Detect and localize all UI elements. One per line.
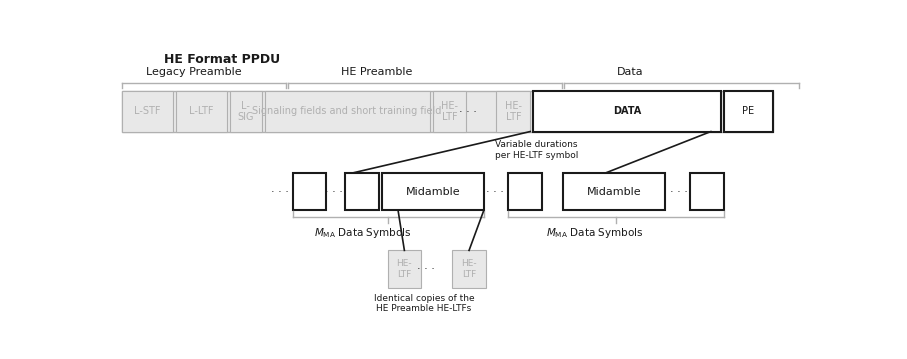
Bar [293, 173, 327, 210]
Text: Variable durations
per HE-LTF symbol: Variable durations per HE-LTF symbol [495, 140, 579, 160]
Text: · · ·: · · · [670, 187, 688, 197]
Text: Legacy Preamble: Legacy Preamble [146, 67, 242, 77]
Text: Signaling fields and short training field: Signaling fields and short training fiel… [252, 107, 442, 117]
Text: HE-
LTF: HE- LTF [441, 101, 458, 122]
Text: $M_{\rm MA}$ Data Symbols: $M_{\rm MA}$ Data Symbols [546, 225, 644, 239]
Text: Midamble: Midamble [587, 187, 641, 197]
Bar [230, 92, 262, 131]
Text: · · ·: · · · [271, 187, 289, 197]
Bar [724, 92, 773, 131]
Bar [496, 92, 531, 131]
Bar [453, 251, 486, 288]
Text: · · ·: · · · [325, 187, 343, 197]
Text: HE-
LTF: HE- LTF [462, 259, 477, 279]
Text: $M_{\rm MA}$ Data Symbols: $M_{\rm MA}$ Data Symbols [314, 225, 412, 239]
Text: HE-
LTF: HE- LTF [396, 259, 412, 279]
Text: L-STF: L-STF [134, 107, 161, 117]
Bar [563, 173, 665, 210]
Bar [690, 173, 724, 210]
Text: HE Format PPDU: HE Format PPDU [164, 53, 280, 66]
Text: PE: PE [743, 107, 755, 117]
Bar [533, 92, 721, 131]
Bar [122, 92, 173, 131]
Text: Data: Data [617, 67, 643, 77]
Bar [509, 173, 542, 210]
Bar [122, 92, 773, 131]
Text: · · ·: · · · [460, 107, 477, 117]
Bar [265, 92, 430, 131]
Bar [433, 92, 466, 131]
Text: HE-
LTF: HE- LTF [505, 101, 522, 122]
Text: Midamble: Midamble [405, 187, 460, 197]
Text: L-LTF: L-LTF [190, 107, 214, 117]
Text: L-
SIG: L- SIG [238, 101, 254, 122]
Text: HE Preamble: HE Preamble [341, 67, 413, 77]
Bar [382, 173, 483, 210]
Bar [176, 92, 228, 131]
Text: · · ·: · · · [486, 187, 504, 197]
Text: · · ·: · · · [416, 264, 434, 274]
Bar [346, 173, 379, 210]
Bar [387, 251, 421, 288]
Text: Identical copies of the
HE Preamble HE-LTFs: Identical copies of the HE Preamble HE-L… [374, 294, 474, 313]
Text: DATA: DATA [613, 107, 641, 117]
